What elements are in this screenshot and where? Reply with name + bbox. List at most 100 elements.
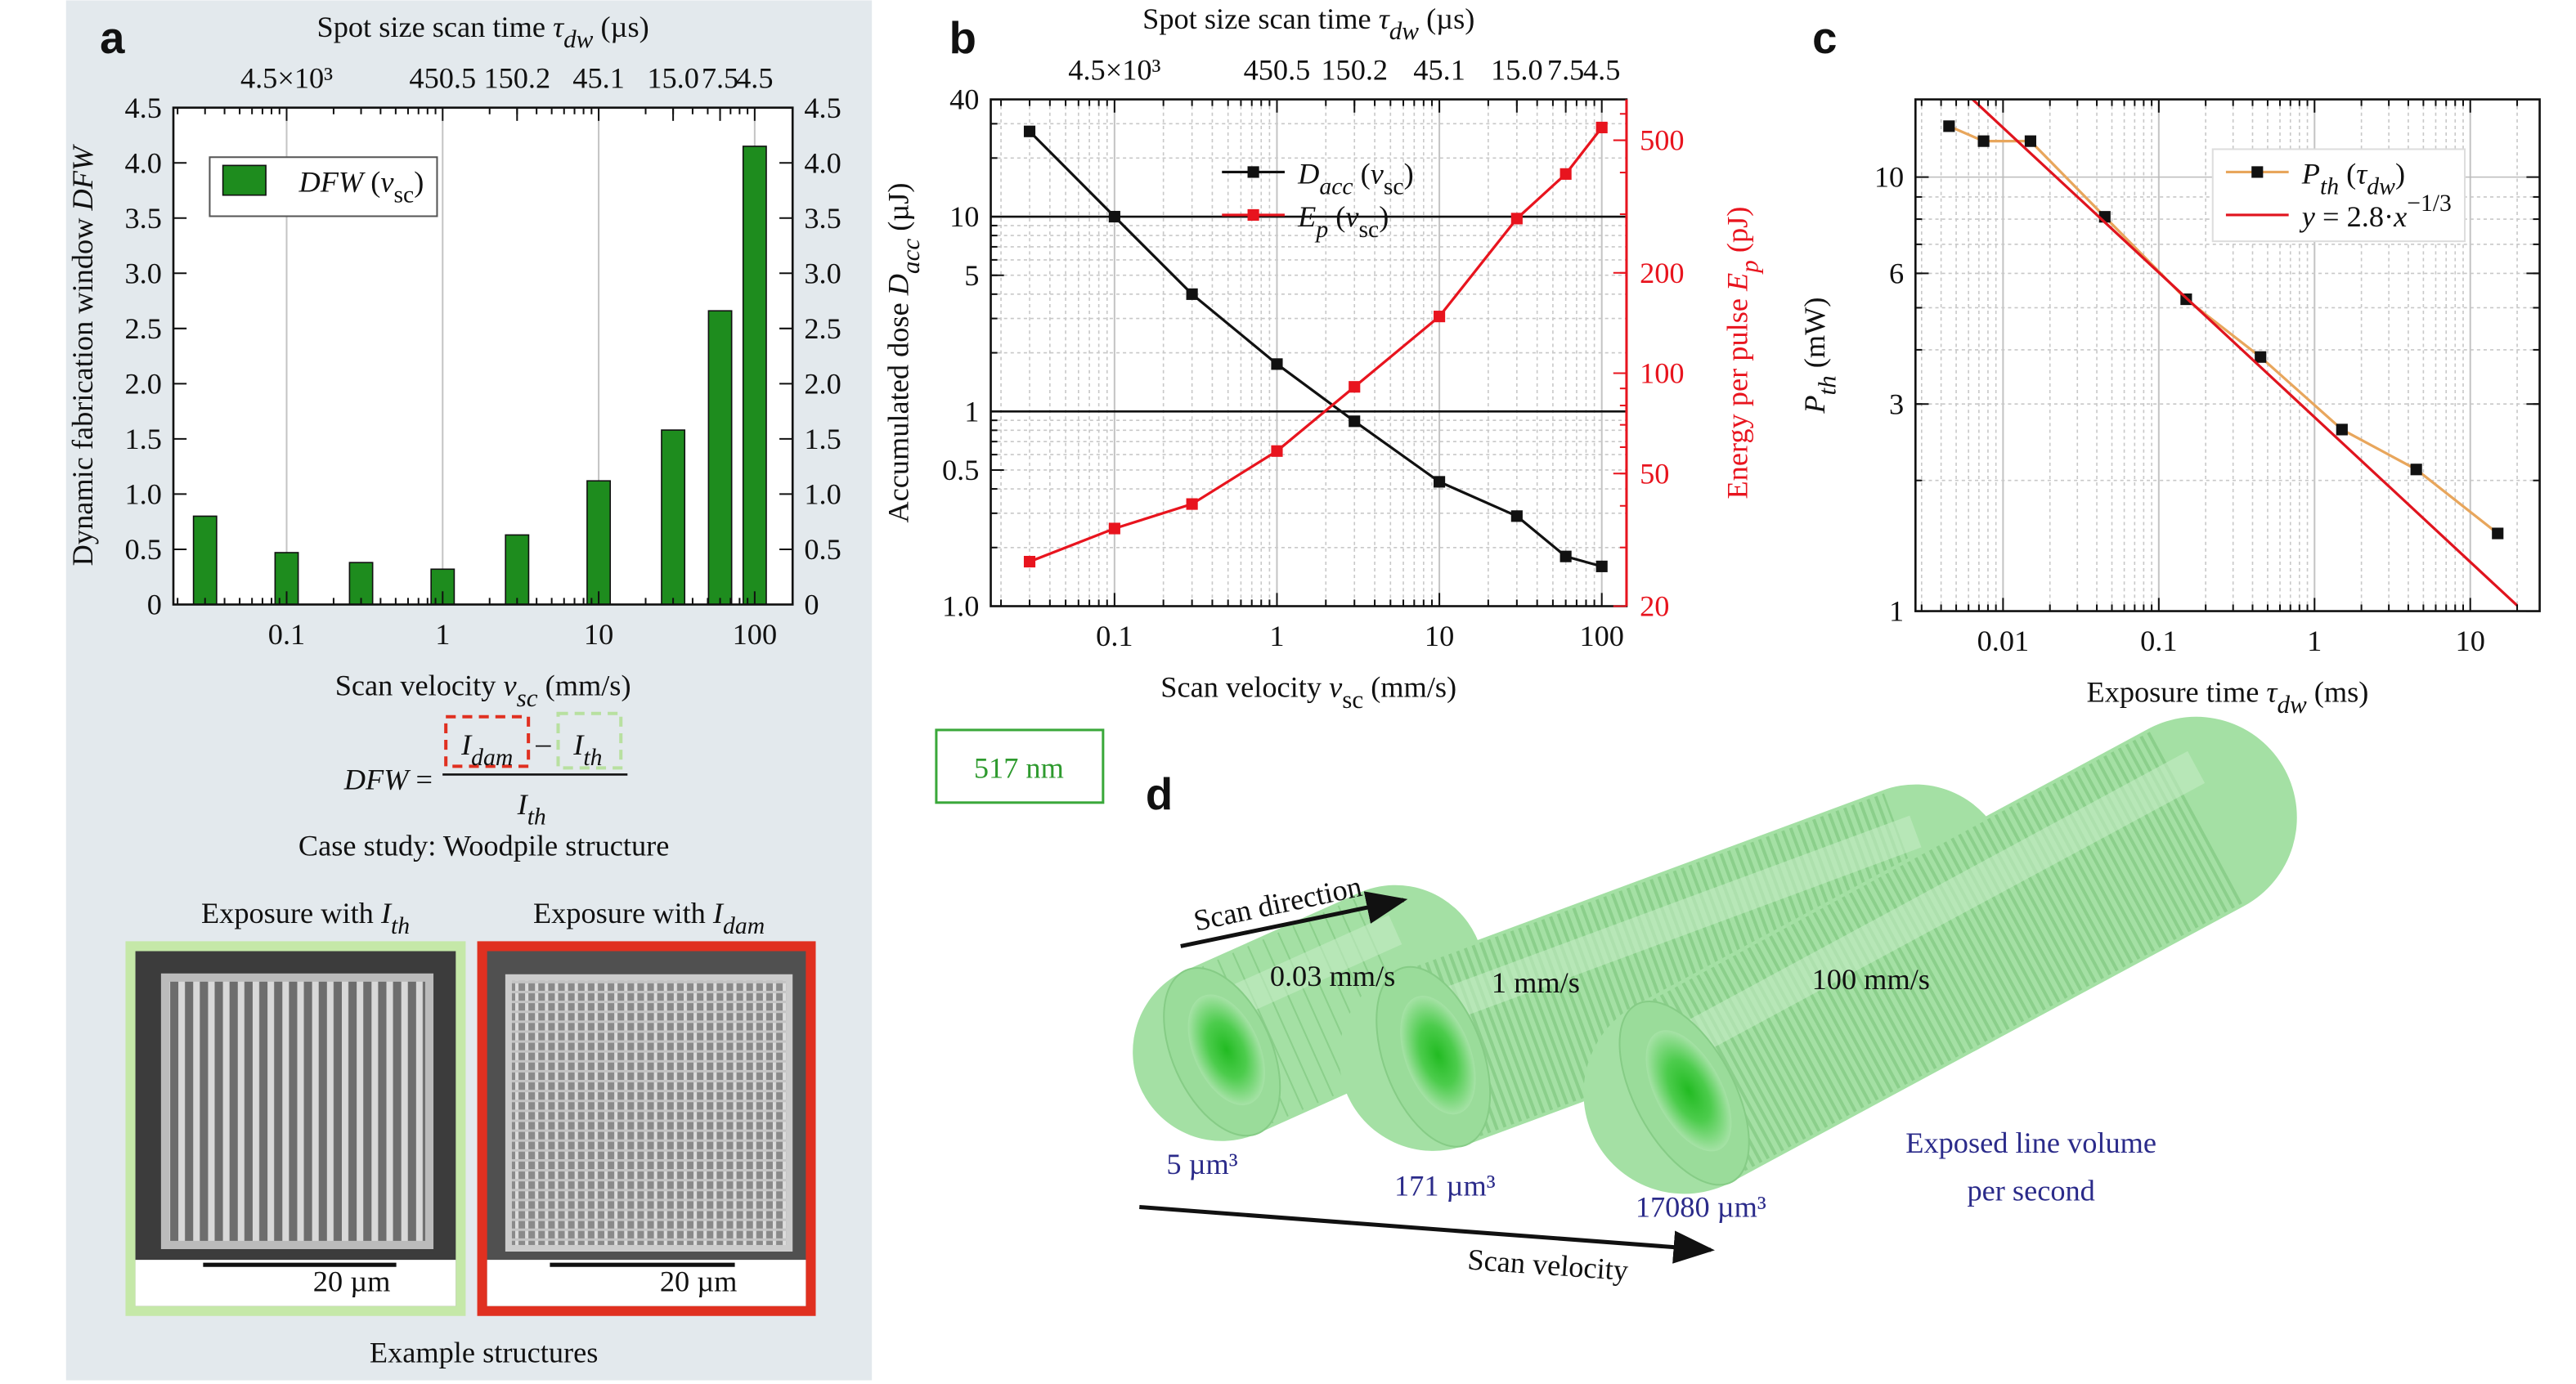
y-tick-label: 40 xyxy=(949,83,979,116)
cylinder-core xyxy=(1400,996,1476,1115)
top-tick-label: 4.5 xyxy=(736,61,773,94)
y-axis-label-part: P xyxy=(1798,395,1831,414)
cylinder-highlight xyxy=(1215,915,1402,1023)
marker xyxy=(1977,135,1990,147)
y-tick-label: 6 xyxy=(1889,258,1904,290)
exposure-label-part: I xyxy=(380,897,393,929)
x-tick-label: 1 xyxy=(2307,625,2322,657)
legend-label-part: τ xyxy=(2356,158,2368,190)
bar xyxy=(348,562,374,605)
top-axis-label-part: (µs) xyxy=(593,11,648,43)
marker xyxy=(1271,358,1283,370)
top-axis-label-part: Spot size scan time xyxy=(317,11,554,43)
exposure-label-part: th xyxy=(391,913,410,939)
marker xyxy=(2024,135,2036,147)
top-tick-label: 150.2 xyxy=(483,61,550,94)
y-right-tick-label: 0.5 xyxy=(804,533,841,566)
y-tick-label: 1 xyxy=(964,395,979,428)
marker xyxy=(1108,210,1120,223)
y2-tick-label: 100 xyxy=(1640,357,1684,390)
legend-label: Pth (τdw) xyxy=(2301,158,2405,200)
legend-label-part: y xyxy=(2299,200,2316,233)
cylinders xyxy=(1133,716,2297,1194)
marker xyxy=(1560,550,1572,562)
marker xyxy=(1023,125,1036,137)
y-tick-label: 3.0 xyxy=(124,257,161,289)
y2-tick-label: 50 xyxy=(1640,457,1669,490)
x-axis-label-part: sc xyxy=(517,683,538,712)
legend-label-part: v xyxy=(1345,200,1359,233)
y-tick-label: 3 xyxy=(1889,387,1904,420)
legend: Pth (τdw)y = 2.8·x−1/3 xyxy=(2225,158,2452,233)
marker xyxy=(1186,288,1198,300)
y-axis-label-part: DFW xyxy=(66,143,99,211)
y-tick-label: 1.0 xyxy=(124,478,161,511)
y-tick-label: 0.5 xyxy=(942,454,979,486)
legend-label-part: sc xyxy=(1358,217,1379,243)
wavelength-box xyxy=(935,728,1105,804)
legend-label-part: ( xyxy=(363,166,380,199)
marker xyxy=(2336,423,2348,436)
y-axis-label-part: acc xyxy=(896,239,925,274)
exposure-label-part: dam xyxy=(723,913,765,939)
legend-label-part: ( xyxy=(2339,158,2356,190)
marker xyxy=(1510,213,1523,225)
y-tick-label: 0 xyxy=(147,589,162,621)
legend-label-part: = 2.8· xyxy=(2315,200,2394,233)
sem-woodpile-damage xyxy=(505,974,793,1252)
marker xyxy=(1434,476,1446,488)
marker xyxy=(1186,498,1198,510)
top-axis-label-part: τ xyxy=(1379,2,1391,35)
legend-label-part: v xyxy=(1371,158,1384,190)
y-tick-label: 10 xyxy=(949,200,979,233)
y-right-tick-label: 3.0 xyxy=(804,257,841,289)
legend-swatch xyxy=(222,164,267,196)
exposure-label: Exposure with Ith xyxy=(201,897,410,939)
top-tick-label: 45.1 xyxy=(572,61,625,94)
volume-label: 171 µm³ xyxy=(1394,1169,1496,1202)
marker xyxy=(1108,522,1120,535)
data-layer xyxy=(1023,121,1608,572)
legend-label-part: x xyxy=(2393,200,2407,233)
wavelength: 517 nm xyxy=(974,752,1064,785)
y-axis-label-part: D xyxy=(882,274,915,296)
formula-damage: Idam xyxy=(460,728,513,771)
y-axis-label: Dynamic fabrication window DFW xyxy=(66,143,99,566)
speed-label: 1 mm/s xyxy=(1492,966,1580,999)
y-right-tick-label: 0 xyxy=(804,589,819,621)
x-axis-label-part: τ xyxy=(2266,676,2278,709)
formula-lhs-part: = xyxy=(408,764,433,796)
x-axis-label-part: (ms) xyxy=(2307,676,2369,709)
marker xyxy=(1510,510,1523,522)
x-tick-label: 0.01 xyxy=(1977,625,2030,657)
y-right-tick-label: 4.5 xyxy=(804,92,841,124)
y-tick-label: 5 xyxy=(964,259,979,292)
sem-woodpile-threshold xyxy=(160,973,434,1249)
y-axis-label-part: th xyxy=(1813,375,1842,395)
y-right-tick-label: 4.0 xyxy=(804,146,841,179)
data-layer xyxy=(192,146,767,605)
speed-label: 100 mm/s xyxy=(1812,963,1930,996)
top-axis-label-part: dw xyxy=(563,25,594,53)
y-axis-label-part: (µJ) xyxy=(882,182,915,238)
legend-label-part: th xyxy=(2320,173,2339,199)
plot-frame xyxy=(1914,98,2541,612)
legend-marker xyxy=(1247,208,1259,222)
top-tick-label: 4.5×10³ xyxy=(1068,53,1160,86)
y-axis-label: Pth (mW) xyxy=(1798,297,1841,414)
legend-label: y = 2.8·x−1/3 xyxy=(2299,190,2452,233)
y-right-tick-label: 3.5 xyxy=(804,202,841,235)
exposure-label-part: Exposure with xyxy=(201,897,381,929)
y2-axis-label-part: (pJ) xyxy=(1721,207,1753,261)
panel-label: a xyxy=(100,13,125,63)
cylinder-highlight xyxy=(1676,750,2206,1059)
y-right-tick-label: 2.5 xyxy=(804,312,841,345)
x-tick-label: 1 xyxy=(435,618,450,651)
legend-label-part: dw xyxy=(2367,173,2395,199)
top-tick-label: 450.5 xyxy=(1244,53,1311,86)
y-tick-label: 2.0 xyxy=(124,367,161,400)
